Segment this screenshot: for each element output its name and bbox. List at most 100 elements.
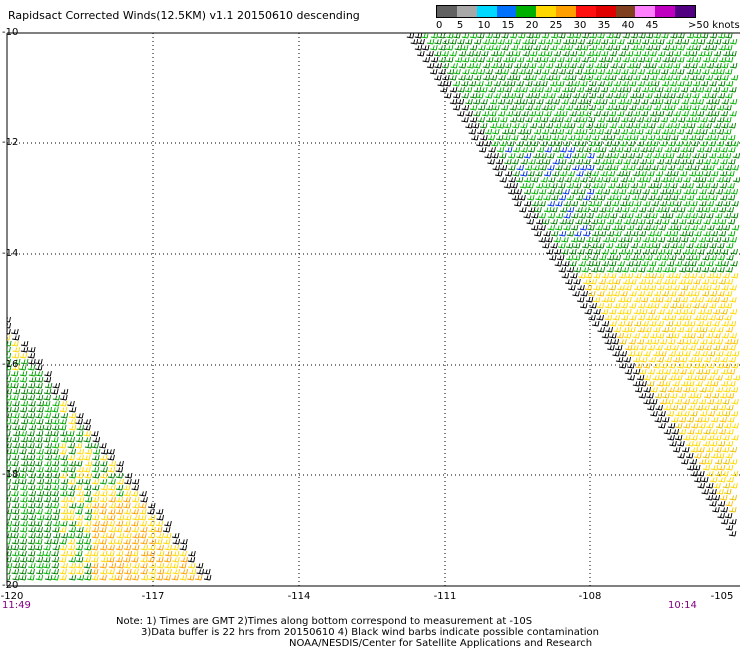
wind-barb [731, 350, 740, 357]
wind-barb [649, 110, 658, 117]
wind-barb [566, 33, 575, 39]
wind-barb [552, 170, 560, 177]
wind-barb [688, 134, 697, 141]
wind-barb [669, 116, 678, 123]
wind-barb [708, 338, 716, 345]
wind-barb [676, 68, 685, 75]
wind-barb [179, 544, 188, 551]
wind-barb [668, 314, 677, 321]
wind-barb [60, 466, 69, 473]
wind-barb [565, 56, 573, 63]
wind-barb [43, 388, 52, 395]
wind-barb [517, 128, 526, 135]
lat-label-16: -16 [2, 359, 19, 370]
wind-barb [538, 200, 546, 207]
wind-barb [702, 452, 711, 459]
wind-barb [723, 386, 731, 393]
wind-barb [452, 104, 461, 111]
wind-barb [12, 466, 20, 473]
lon-label-117: -117 [141, 591, 165, 602]
wind-barb [680, 344, 688, 351]
wind-barb [709, 92, 717, 99]
wind-barb [613, 56, 622, 63]
wind-barb [666, 410, 675, 417]
wind-barb [573, 266, 582, 273]
legend-label-10: >50 knots [688, 20, 740, 31]
wind-barb [573, 104, 582, 111]
wind-barb [513, 74, 521, 81]
wind-barb [692, 92, 700, 99]
wind-barb [709, 266, 717, 273]
wind-barb [417, 50, 425, 57]
lon-label-120: -120 [0, 591, 24, 602]
wind-barb [434, 62, 442, 69]
wind-barb [717, 440, 726, 447]
wind-barb [670, 218, 679, 225]
wind-barb [672, 98, 680, 105]
wind-barb [688, 356, 697, 363]
wind-barb [596, 128, 604, 135]
wind-barb [478, 44, 486, 51]
wind-barb [702, 194, 711, 201]
wind-barb [461, 33, 470, 39]
wind-barb [598, 230, 607, 237]
wind-barb [597, 80, 605, 87]
wind-barb [633, 296, 642, 303]
wind-barb [603, 176, 611, 183]
wind-barb [581, 254, 590, 261]
wind-barb [671, 332, 680, 339]
wind-barb [645, 80, 653, 87]
wind-barb [535, 218, 544, 225]
wind-barb [566, 266, 575, 273]
wind-barb [657, 50, 666, 57]
legend-swatch-8 [595, 6, 616, 17]
wind-barb [605, 68, 614, 75]
wind-barb [669, 68, 677, 75]
wind-barb [123, 496, 131, 503]
wind-barb [667, 152, 675, 159]
wind-barb [648, 356, 657, 363]
wind-barb [138, 514, 147, 521]
wind-barb [476, 92, 484, 99]
wind-barb [83, 430, 91, 437]
wind-barb [633, 188, 642, 195]
wind-barb [59, 418, 67, 425]
wind-barb [529, 50, 538, 57]
wind-barb [458, 50, 467, 57]
wind-barb [499, 152, 507, 159]
wind-barb [652, 374, 660, 381]
wind-barb [591, 170, 599, 177]
wind-barb [519, 182, 528, 189]
wind-barb [707, 164, 715, 171]
wind-barb [709, 254, 717, 261]
wind-barb [557, 104, 565, 111]
wind-barb [84, 442, 93, 449]
wind-barb [653, 128, 661, 135]
wind-barb [489, 74, 498, 81]
wind-barb [51, 538, 59, 545]
wind-barb [583, 194, 591, 201]
wind-barb [527, 194, 535, 201]
wind-barb [656, 332, 665, 339]
wind-barb [561, 86, 570, 93]
wind-barb [644, 326, 652, 333]
wind-barb [672, 146, 680, 153]
wind-barb [595, 176, 604, 183]
wind-barb [115, 538, 123, 545]
wind-barb [581, 56, 589, 63]
wind-barb [674, 422, 683, 429]
wind-barb [677, 440, 685, 447]
wind-barb [699, 362, 707, 369]
wind-barb [690, 398, 698, 405]
legend-swatch-4 [516, 6, 537, 17]
wind-barb [693, 68, 702, 75]
wind-barb [477, 68, 486, 75]
wind-barb [20, 346, 29, 353]
wind-barb [652, 116, 660, 123]
wind-barb [632, 380, 641, 387]
wind-barb [636, 128, 644, 135]
wind-barb [657, 308, 665, 315]
east-swath-wind-barbs [406, 33, 740, 537]
wind-barb [633, 236, 642, 243]
wind-barb [410, 38, 419, 45]
